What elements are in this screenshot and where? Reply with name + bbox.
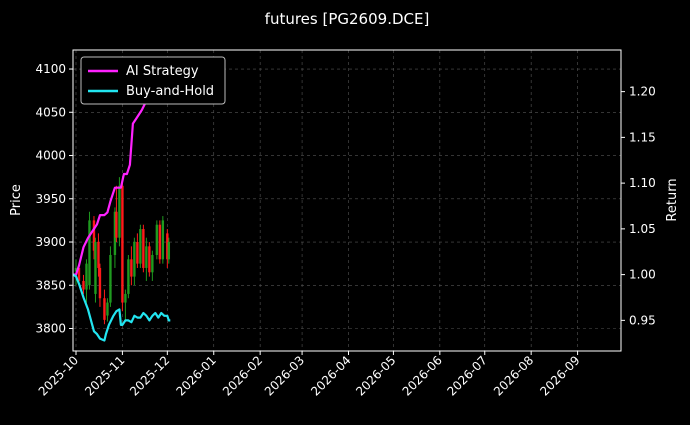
legend-label-buy-and-hold: Buy-and-Hold <box>126 84 214 99</box>
y-left-tick-label: 4000 <box>35 149 66 163</box>
legend: AI Strategy Buy-and-Hold <box>80 56 226 105</box>
candle-body <box>85 263 88 290</box>
candle-body <box>98 267 102 299</box>
candle-body <box>103 298 106 320</box>
candle-body <box>88 220 91 286</box>
candle-body <box>167 242 171 260</box>
legend-label-ai-strategy: AI Strategy <box>126 64 199 79</box>
candle-body <box>166 233 169 260</box>
candle-body <box>142 229 145 268</box>
candle-body <box>124 293 127 303</box>
y-right-tick-label: 1.00 <box>629 268 656 282</box>
candle-body <box>151 254 154 273</box>
y-left-tick-label: 3950 <box>35 192 66 206</box>
candle-body <box>77 267 81 281</box>
candle-body <box>92 220 96 251</box>
y-left-tick-label: 3900 <box>35 235 66 249</box>
candle-body <box>94 242 97 294</box>
y-right-tick-label: 0.95 <box>629 313 656 327</box>
candle-body <box>106 302 109 316</box>
y-right-tick-label: 1.20 <box>629 85 656 99</box>
candle-body <box>74 267 78 272</box>
candle-body <box>145 246 148 268</box>
candle-body <box>158 224 162 260</box>
y-left-label: Price <box>9 184 24 216</box>
y-left-tick-label: 3850 <box>35 278 66 292</box>
candle-body <box>133 242 136 277</box>
candle-body <box>136 242 139 264</box>
candle-body <box>161 220 165 260</box>
series-line-buy-and-hold <box>72 273 171 342</box>
candle-body <box>148 246 151 273</box>
y-left-tick-label: 3800 <box>35 322 66 336</box>
candle-body <box>113 211 117 255</box>
candle-body <box>97 242 100 268</box>
plot-frame <box>72 49 622 352</box>
y-right-label: Return <box>665 178 680 221</box>
candle-body <box>115 211 118 238</box>
candle-body <box>109 254 112 303</box>
candlesticks <box>74 177 171 325</box>
y-left-tick-label: 4050 <box>35 105 66 119</box>
candle-body <box>139 229 142 264</box>
y-right-tick-label: 1.10 <box>629 176 656 190</box>
candle-body <box>155 224 159 255</box>
candle-body <box>118 185 121 238</box>
y-right-tick-label: 1.05 <box>629 222 656 236</box>
candle-body <box>130 259 133 277</box>
chart-title: futures [PG2609.DCE] <box>265 10 430 28</box>
candle-body <box>127 259 130 294</box>
y-left-tick-label: 4100 <box>35 62 66 76</box>
candle-body <box>121 185 124 303</box>
y-right-tick-label: 1.15 <box>629 130 656 144</box>
candle-body <box>82 280 85 290</box>
